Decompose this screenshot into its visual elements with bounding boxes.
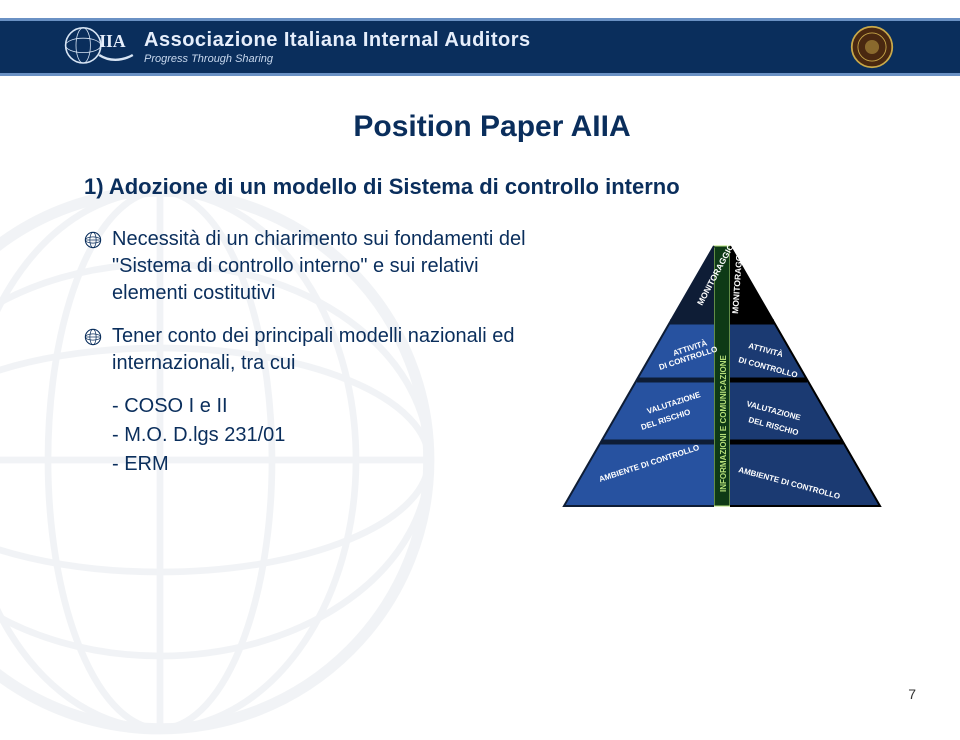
seal-icon bbox=[850, 25, 894, 69]
page-number: 7 bbox=[908, 686, 916, 702]
sub-item: - ERM bbox=[112, 451, 544, 478]
bullet-text: Tener conto dei principali modelli nazio… bbox=[112, 323, 544, 377]
slide-content: Position Paper AIIA 1) Adozione di un mo… bbox=[84, 110, 900, 516]
slide-subtitle: 1) Adozione di un modello di Sistema di … bbox=[84, 174, 900, 200]
pyr-divider-label: INFORMAZIONI E COMUNICAZIONE bbox=[719, 354, 728, 492]
sub-item: - M.O. D.lgs 231/01 bbox=[112, 422, 544, 449]
bullet-list: Necessità di un chiarimento sui fondamen… bbox=[84, 226, 544, 516]
iia-logo: IIA bbox=[64, 23, 136, 71]
org-name: Associazione Italiana Internal Auditors bbox=[144, 29, 531, 52]
bullet-text: Necessità di un chiarimento sui fondamen… bbox=[112, 226, 544, 307]
sub-item: - COSO I e II bbox=[112, 393, 544, 420]
bullet-item: Tener conto dei principali modelli nazio… bbox=[84, 323, 544, 377]
logo-block: IIA Associazione Italiana Internal Audit… bbox=[64, 23, 531, 71]
bullet-item: Necessità di un chiarimento sui fondamen… bbox=[84, 226, 544, 307]
globe-bullet-icon bbox=[84, 231, 102, 249]
pyramid-svg: MONITORAGGIO ATTIVITÀ DI CONTROLLO VALUT… bbox=[552, 236, 892, 516]
header-bar: IIA Associazione Italiana Internal Audit… bbox=[0, 18, 960, 76]
slide-title: Position Paper AIIA bbox=[84, 110, 900, 144]
org-tagline: Progress Through Sharing bbox=[144, 53, 531, 65]
sub-list: - COSO I e II - M.O. D.lgs 231/01 - ERM bbox=[112, 393, 544, 478]
svg-text:IIA: IIA bbox=[99, 31, 126, 51]
globe-bullet-icon bbox=[84, 328, 102, 346]
pyramid-diagram: MONITORAGGIO ATTIVITÀ DI CONTROLLO VALUT… bbox=[544, 226, 900, 516]
